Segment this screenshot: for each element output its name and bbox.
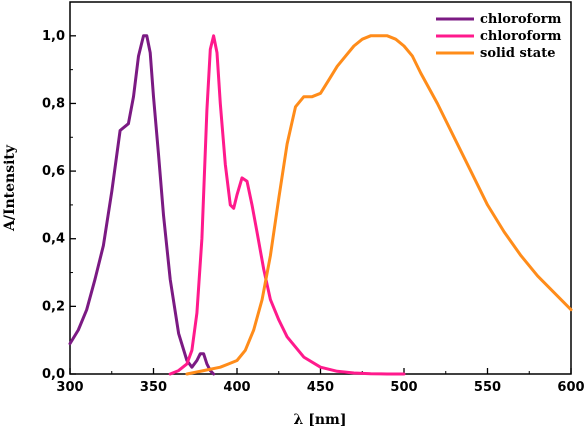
- x-tick-label: 450: [307, 380, 334, 395]
- legend: chloroform chloroform solid state: [436, 12, 562, 61]
- x-tick-label: 300: [56, 380, 83, 395]
- legend-label: chloroform: [480, 29, 562, 44]
- x-tick-label: 600: [557, 380, 584, 395]
- y-tick-label: 0,4: [42, 232, 65, 247]
- y-axis-ticks: 0,0 0,2 0,4 0,6 0,8 1,0: [42, 1, 76, 382]
- y-tick-label: 0,6: [42, 164, 65, 179]
- x-tick-label: 550: [474, 380, 501, 395]
- x-axis-label: λ [nm]: [294, 412, 347, 428]
- series-lines: [68, 34, 573, 376]
- y-tick-label: 1,0: [42, 29, 65, 44]
- x-tick-label: 350: [140, 380, 167, 395]
- x-tick-label: 500: [390, 380, 417, 395]
- series-line-3: [185, 34, 573, 376]
- y-tick-label: 0,8: [42, 96, 65, 111]
- legend-label: chloroform: [480, 12, 562, 27]
- series-line-1: [68, 34, 216, 376]
- legend-label: solid state: [480, 46, 556, 61]
- x-tick-label: 400: [223, 380, 250, 395]
- y-tick-label: 0,0: [42, 367, 65, 382]
- y-axis-label: A/Intensity: [2, 144, 18, 232]
- x-axis-ticks: 300 350 400 450 500 550 600: [56, 368, 585, 395]
- series-line-2: [168, 34, 406, 376]
- y-tick-label: 0,2: [42, 299, 65, 314]
